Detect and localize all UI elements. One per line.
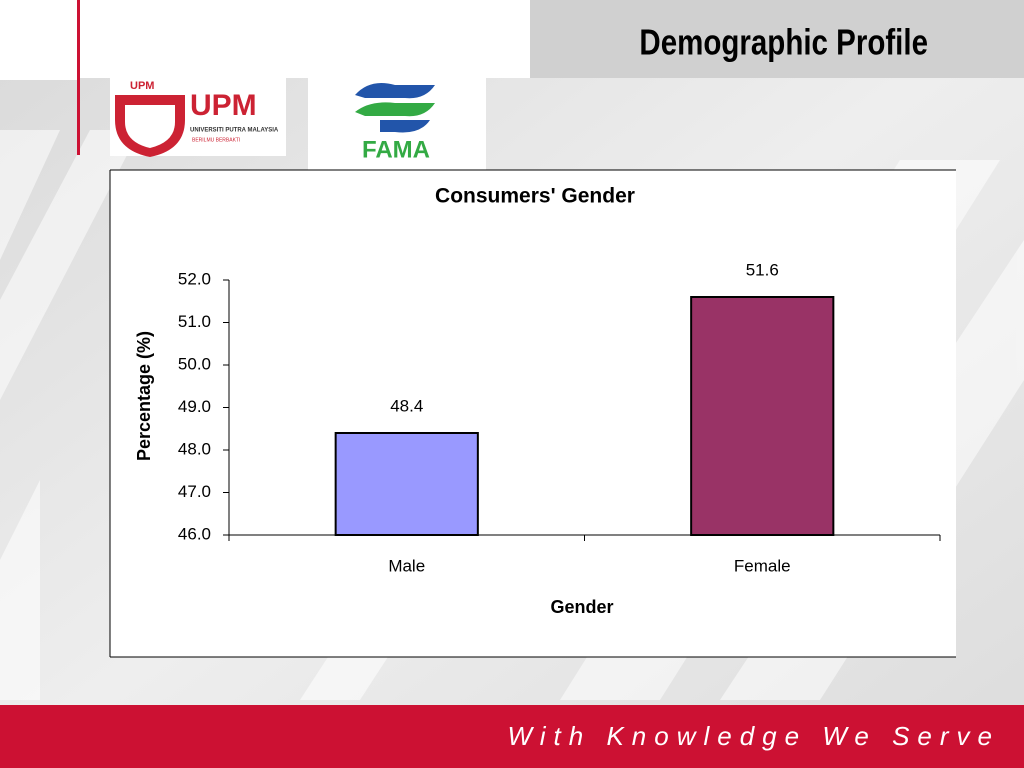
footer-band — [0, 705, 1024, 768]
data-label: 51.6 — [746, 260, 779, 279]
y-tick-label: 46.0 — [178, 524, 211, 543]
slide-title: Demographic Profile — [639, 22, 928, 62]
shield-inner — [125, 105, 175, 148]
top-left-panel — [0, 0, 80, 80]
x-tick-label: Male — [388, 556, 425, 575]
bar — [334, 432, 479, 536]
y-tick-label: 51.0 — [178, 312, 211, 331]
footer-text: With Knowledge We Serve — [507, 721, 1000, 751]
data-label: 48.4 — [390, 396, 423, 415]
upm-name: UNIVERSITI PUTRA MALAYSIA — [190, 128, 279, 134]
bar — [690, 296, 835, 536]
y-tick-label: 47.0 — [178, 482, 211, 501]
chart-title: Consumers' Gender — [435, 185, 635, 208]
fama-wave — [355, 102, 435, 117]
upm-wordmark: UPM — [190, 89, 257, 122]
fama-wave — [355, 82, 435, 99]
fama-wordmark: FAMA — [362, 136, 430, 163]
chart: Consumers' Gender Gender Percentage (%) … — [109, 169, 956, 658]
red-rule — [77, 0, 80, 155]
y-tick-label: 52.0 — [178, 269, 211, 288]
x-axis-label: Gender — [550, 597, 613, 617]
title-band — [530, 0, 1024, 78]
upm-motto: BERILMU BERBAKTI — [192, 137, 240, 143]
upm-logo: UPM UPM UNIVERSITI PUTRA MALAYSIA BERILM… — [110, 76, 286, 157]
y-tick-label: 48.0 — [178, 439, 211, 458]
y-tick-label: 49.0 — [178, 397, 211, 416]
x-tick-label: Female — [734, 556, 791, 575]
fama-logo: FAMA — [308, 52, 486, 178]
fama-wave — [380, 120, 430, 133]
y-tick-label: 50.0 — [178, 354, 211, 373]
y-axis-label: Percentage (%) — [134, 331, 154, 461]
upm-small: UPM — [130, 80, 154, 92]
